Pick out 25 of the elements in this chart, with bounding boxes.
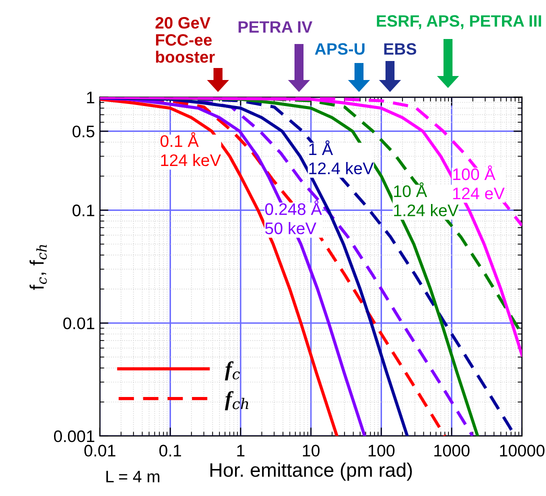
y-tick-label: 1 (87, 92, 94, 104)
x-axis-title: Hor. emittance (pm rad) (210, 462, 412, 481)
text: APS-U (314, 43, 364, 55)
x-tick-label: 10 (302, 444, 320, 457)
text: ESRF, APS, PETRA III (376, 15, 542, 30)
x-tick-label: 0.01 (84, 444, 116, 457)
text: EBS (384, 43, 416, 55)
x-tick-label: 1 (237, 444, 244, 456)
y-axis-title: f$_{c}$, f$_{ch}$ (30, 244, 47, 290)
annotation: 0.1 Å 124 keV (160, 132, 221, 166)
text: 20 GeV FCC-ee booster (156, 17, 215, 63)
x-tick-label: 0.1 (159, 444, 182, 457)
y-tick-label: 0.5 (72, 126, 94, 138)
legend-label: f$_{c}$ (224, 361, 240, 380)
annotation: 1 Å 12.4 keV (309, 140, 374, 174)
y-tick-label: 0.1 (72, 204, 94, 216)
text: L = 4 m (106, 470, 160, 482)
annotation: 100 Å 124 eV (453, 165, 505, 200)
x-tick-label: 100 (368, 444, 395, 457)
annotation: 0.248 Å 50 keV (265, 200, 322, 234)
x-tick-label: 10000 (500, 444, 544, 457)
x-tick-label: 1000 (434, 444, 470, 457)
text: PETRA IV (238, 21, 312, 33)
y-tick-label: 0.01 (63, 317, 94, 330)
y-tick-label: 0.001 (54, 430, 94, 442)
